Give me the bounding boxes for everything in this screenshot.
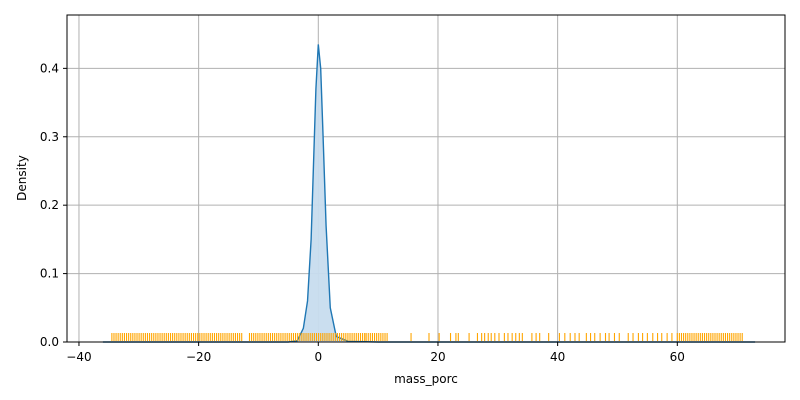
plot-frame [66,14,786,343]
y-tick-label: 0.3 [40,130,59,144]
kde-line [102,44,756,343]
x-axis-label: mass_porc [394,372,458,386]
y-axis-label: Density [15,155,29,201]
plot-area [102,44,756,343]
y-tick-label: 0.2 [40,198,59,212]
x-tick-label: 20 [430,350,445,364]
x-tick-label: 0 [314,350,322,364]
kde-fill-area [102,44,756,343]
x-tick-label: −40 [66,350,91,364]
axis-ticks: −40 −20 0 20 40 60 0.0 0.1 0.2 0.3 0.4 [40,61,685,364]
x-tick-label: −20 [186,350,211,364]
y-tick-label: 0.0 [40,335,59,349]
x-tick-label: 40 [550,350,565,364]
y-tick-label: 0.1 [40,267,59,281]
grid [67,15,785,343]
x-tick-label: 60 [670,350,685,364]
y-tick-label: 0.4 [40,61,59,75]
